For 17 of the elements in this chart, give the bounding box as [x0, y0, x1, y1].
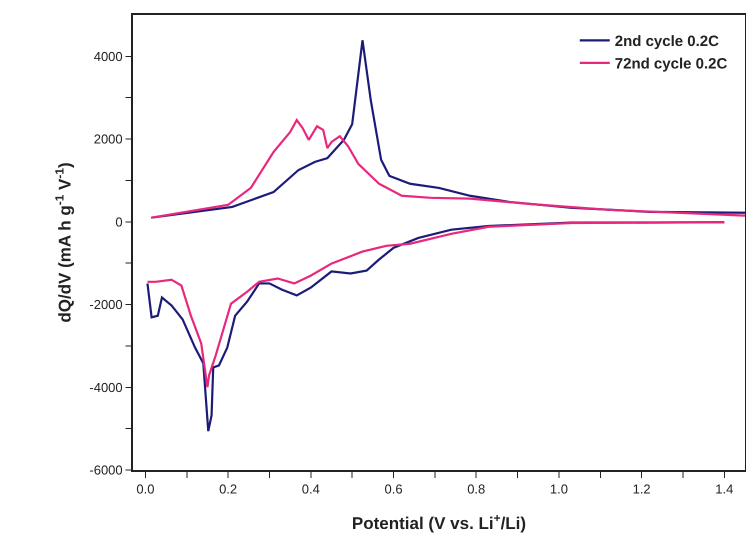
- x-tick-label: 1.4: [715, 481, 734, 496]
- x-tick-label: 0.2: [219, 481, 238, 496]
- x-axis-title: Potential (V vs. Li$^{+}$/Li): [352, 511, 526, 534]
- y-tick-label: -4000: [89, 380, 123, 395]
- y-tick-label: -6000: [89, 462, 123, 478]
- x-tick-label: 1.2: [632, 481, 651, 496]
- x-tick-label: 0.0: [136, 481, 154, 496]
- x-tick-label: 0.6: [384, 481, 403, 496]
- y-tick-label: 0: [115, 214, 123, 230]
- y-tick-label: -2000: [89, 297, 123, 312]
- legend-label: 72nd cycle 0.2C: [614, 56, 728, 73]
- y-tick-label: 2000: [94, 132, 123, 147]
- x-tick-label: 0.8: [467, 481, 486, 496]
- x-tick-label: 1.0: [550, 481, 568, 496]
- y-tick-label: 4000: [94, 48, 123, 64]
- legend-label: 2nd cycle 0.2C: [614, 33, 720, 50]
- x-tick-label: 0.4: [302, 481, 320, 496]
